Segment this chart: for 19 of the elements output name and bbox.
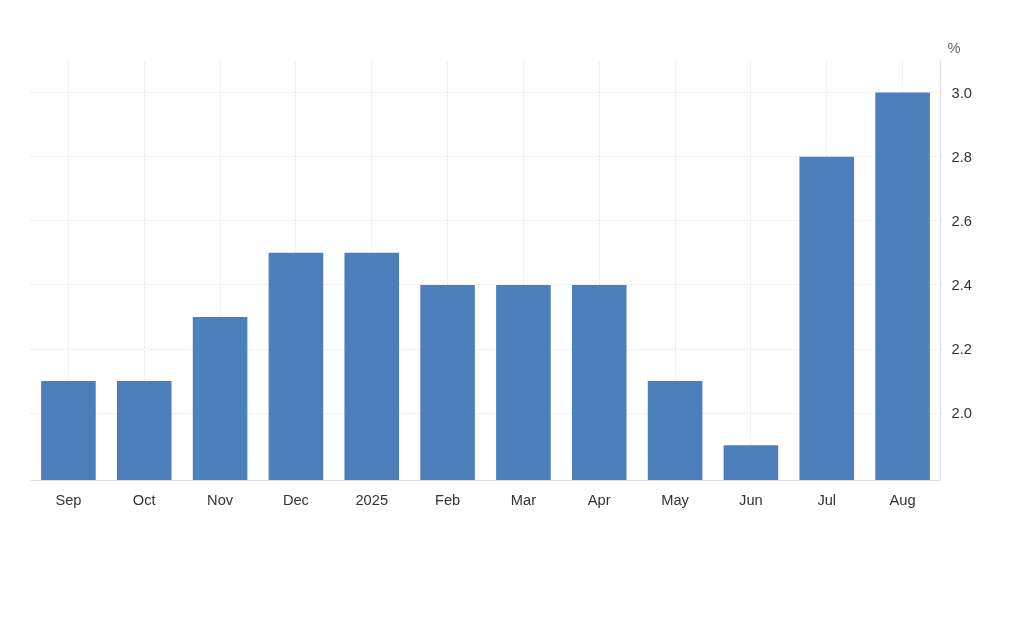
x-tick-label: Feb [434,491,461,508]
x-tick-label: Nov [207,491,234,508]
x-tick-label: Jun [739,491,763,508]
y-tick-label: 2.2 [951,341,972,358]
y-axis-title: % [947,39,961,56]
y-tick-label: 2.0 [951,405,972,422]
x-tick-label: Sep [55,491,82,508]
y-tick-label: 2.6 [951,212,972,229]
x-tick-label: Aug [889,491,916,508]
x-tick-label: Dec [282,491,309,508]
y-tick-label: 3.0 [951,84,972,101]
y-tick-label: 2.8 [951,148,972,165]
x-tick-label: Jul [817,491,837,508]
y-tick-label: 2.4 [951,276,972,293]
x-tick-label: May [661,491,690,508]
x-tick-label: 2025 [355,491,389,508]
x-tick-label: Mar [510,491,537,508]
x-tick-label: Oct [132,491,156,508]
x-tick-label: Apr [587,491,611,508]
